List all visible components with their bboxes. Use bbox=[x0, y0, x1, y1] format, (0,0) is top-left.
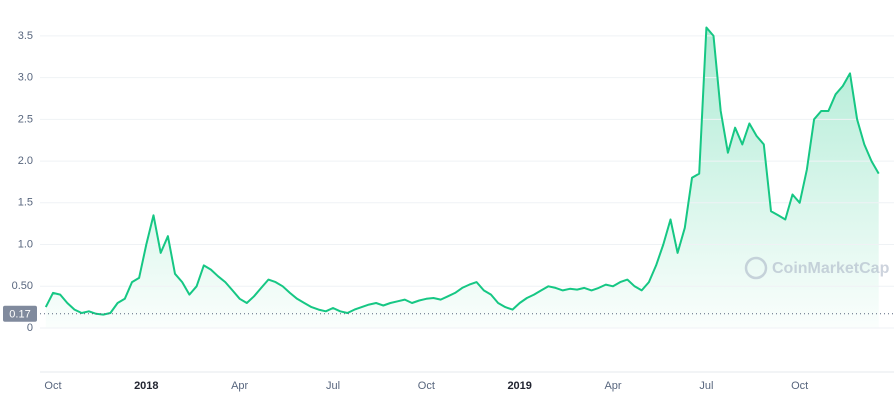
reference-badge bbox=[3, 305, 37, 322]
y-tick-label: 2.5 bbox=[18, 113, 33, 125]
price-area bbox=[45, 27, 879, 328]
watermark-text: CoinMarketCap bbox=[772, 260, 890, 277]
y-tick-label: 3.5 bbox=[18, 30, 33, 42]
x-tick-label: Oct bbox=[418, 380, 435, 392]
y-tick-label: 1.5 bbox=[18, 197, 33, 209]
x-tick-label: Jul bbox=[326, 380, 340, 392]
x-tick-label: Apr bbox=[604, 380, 621, 392]
x-tick-label: 2018 bbox=[134, 380, 158, 392]
x-tick-label: Oct bbox=[791, 380, 808, 392]
x-tick-label: Apr bbox=[231, 380, 248, 392]
watermark: CoinMarketCap bbox=[744, 256, 890, 280]
y-tick-label: 1.0 bbox=[18, 238, 33, 250]
x-tick-label: 2019 bbox=[507, 380, 531, 392]
x-tick-label: Oct bbox=[44, 380, 61, 392]
y-tick-label: 0 bbox=[27, 322, 33, 334]
x-tick-label: Jul bbox=[699, 380, 713, 392]
y-tick-label: 2.0 bbox=[18, 155, 33, 167]
y-tick-label: 0.50 bbox=[12, 280, 33, 292]
reference-label: 0.17 bbox=[9, 309, 30, 321]
price-line bbox=[44, 26, 880, 316]
y-tick-label: 3.0 bbox=[18, 72, 33, 84]
